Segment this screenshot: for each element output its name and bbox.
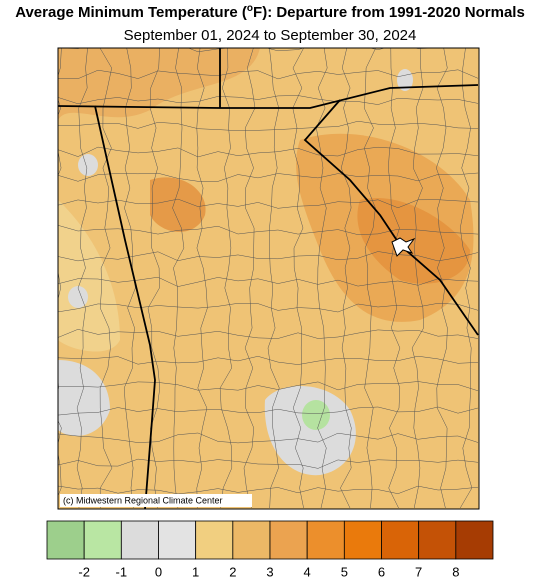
colorbar-swatch <box>381 520 420 560</box>
county-line <box>58 146 479 158</box>
colorbar-swatch <box>83 520 122 560</box>
county-line <box>58 95 479 105</box>
colorbar-swatch <box>120 520 159 560</box>
credit-box <box>60 494 252 507</box>
county-line <box>58 303 479 313</box>
title: Average Minimum Temperature (oF): Depart… <box>15 3 525 21</box>
county-line <box>363 48 376 509</box>
colorbar-swatch <box>46 520 85 560</box>
colorbar-tick-label: 8 <box>452 564 459 579</box>
title-part: F): Departure from 1991-2020 Normals <box>253 4 525 21</box>
county-line <box>459 48 473 509</box>
light-area <box>58 200 120 352</box>
colorbar-swatch <box>195 520 234 560</box>
colorbar-swatch <box>455 520 494 560</box>
title-degree: o <box>247 3 253 14</box>
colorbar-swatch <box>306 520 345 560</box>
shade-area <box>58 48 260 120</box>
county-line <box>316 48 328 509</box>
county-line <box>388 48 401 509</box>
map <box>58 48 479 509</box>
colorbar-swatch <box>269 520 308 560</box>
colorbar-swatch <box>158 520 197 560</box>
county-line <box>58 329 479 339</box>
credit: (c) Midwestern Regional Climate Center <box>63 495 223 505</box>
county-line <box>58 355 479 365</box>
colorbar-tick-label: 0 <box>155 564 162 579</box>
colorbar-tick-label: 5 <box>341 564 348 579</box>
county-line <box>58 485 479 495</box>
colorbar-swatch <box>343 520 382 560</box>
county-line <box>58 120 479 131</box>
colorbar-tick-label: 1 <box>192 564 199 579</box>
county-line <box>411 48 424 509</box>
county-line <box>58 172 479 182</box>
colorbar-tick-label: 4 <box>304 564 311 579</box>
gray-area <box>58 360 110 436</box>
county-line <box>76 48 88 509</box>
colorbar-tick-label: -1 <box>116 564 128 579</box>
county-line <box>58 381 479 392</box>
colorbar: -2 -1 0 1 2 3 4 5 6 7 8 <box>46 520 494 579</box>
map-frame <box>57 47 480 510</box>
green-area <box>302 400 330 430</box>
county-line <box>58 251 479 262</box>
county-line <box>58 432 479 444</box>
county-line <box>58 48 62 497</box>
state-lines <box>58 48 479 509</box>
gray-area <box>68 286 88 308</box>
county-line <box>58 198 479 209</box>
colorbar-tick-label: 6 <box>378 564 385 579</box>
gray-area <box>78 154 98 176</box>
county-line <box>58 276 479 287</box>
shade-area <box>357 198 470 284</box>
gray-area <box>264 386 356 476</box>
county-lines <box>58 48 479 509</box>
colorbar-swatch <box>232 520 271 560</box>
county-line <box>436 48 448 509</box>
county-line <box>58 225 479 235</box>
colorbar-swatch <box>418 520 457 560</box>
title-part: Average Minimum Temperature ( <box>15 4 247 21</box>
county-line <box>58 69 479 80</box>
colorbar-tick-label: 7 <box>415 564 422 579</box>
colorbar-tick-label: -2 <box>78 564 90 579</box>
county-line <box>99 48 113 509</box>
colorbar-tick-label: 2 <box>229 564 236 579</box>
county-line <box>340 48 352 509</box>
colorbar-tick-label: 3 <box>266 564 273 579</box>
county-line <box>58 406 479 416</box>
shade-area <box>150 177 206 232</box>
subtitle: September 01, 2024 to September 30, 2024 <box>124 27 417 44</box>
sound-inlet <box>391 237 416 257</box>
